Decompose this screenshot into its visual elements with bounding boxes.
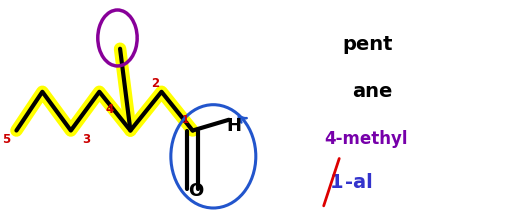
Text: O: O	[189, 182, 204, 200]
Text: 4: 4	[106, 102, 114, 116]
Text: 4-methyl: 4-methyl	[325, 130, 408, 148]
Text: H: H	[226, 117, 242, 135]
Text: 1: 1	[330, 173, 344, 192]
Text: ane: ane	[351, 82, 392, 101]
Text: 2: 2	[151, 77, 159, 90]
Text: pent: pent	[343, 35, 393, 54]
Text: -al: -al	[346, 173, 373, 192]
Text: 5: 5	[2, 133, 10, 146]
Text: 1: 1	[182, 115, 189, 125]
Text: 3: 3	[82, 133, 90, 146]
